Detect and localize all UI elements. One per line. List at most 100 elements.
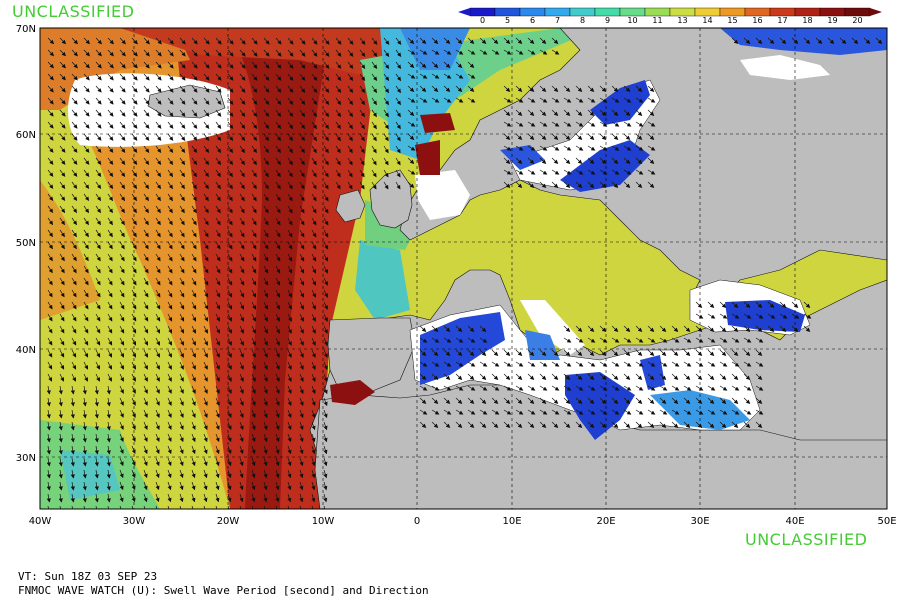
colorbar-legend: 0 5 6 7 8 9 10 11 13 14 15 16 17 18 19 20 xyxy=(458,7,882,25)
swell-arrow xyxy=(83,49,90,57)
swell-arrow xyxy=(599,121,608,127)
swell-arrow xyxy=(347,61,354,69)
swell-arrow xyxy=(227,217,233,226)
swell-arrow xyxy=(155,265,161,274)
swell-arrow xyxy=(503,49,512,55)
swell-arrow xyxy=(167,217,173,226)
swell-arrow xyxy=(131,157,138,165)
swell-arrow xyxy=(323,97,330,106)
swell-arrow xyxy=(215,157,221,166)
swell-arrow xyxy=(119,181,126,190)
swell-arrow xyxy=(803,37,811,45)
swell-arrow xyxy=(635,97,644,103)
swell-arrow xyxy=(47,169,54,177)
swell-arrow xyxy=(59,169,66,177)
swell-arrow xyxy=(563,109,571,117)
swell-arrow xyxy=(251,265,257,274)
swell-arrow xyxy=(239,241,245,250)
colorbar-swatch xyxy=(819,7,846,17)
colorbar-tick-label: 16 xyxy=(752,16,762,25)
swell-arrow xyxy=(263,133,270,142)
swell-arrow xyxy=(155,169,162,178)
swell-arrow xyxy=(323,241,329,250)
swell-arrow xyxy=(191,157,198,166)
swell-arrow xyxy=(287,49,294,57)
swell-arrow xyxy=(383,181,389,190)
swell-arrow xyxy=(107,73,114,81)
swell-arrow xyxy=(155,241,161,250)
swell-arrow xyxy=(575,97,584,103)
swell-arrow xyxy=(155,49,162,57)
swell-arrow xyxy=(539,169,548,175)
swell-arrow xyxy=(191,73,198,81)
swell-arrow xyxy=(575,145,584,151)
swell-arrow xyxy=(143,193,149,202)
swell-arrow xyxy=(71,289,77,298)
swell-arrow xyxy=(347,37,354,45)
swell-arrow xyxy=(155,289,161,298)
swell-arrow xyxy=(287,169,293,178)
swell-arrow xyxy=(287,181,293,190)
swell-arrow xyxy=(203,145,210,154)
swell-arrow xyxy=(275,301,280,310)
swell-arrow xyxy=(83,229,89,238)
swell-arrow xyxy=(299,85,306,93)
swell-arrow xyxy=(227,49,234,57)
swell-arrow xyxy=(611,181,619,189)
ocean-band-darkred-core xyxy=(230,28,330,509)
swell-arrow xyxy=(443,61,451,69)
swell-arrow xyxy=(167,313,173,322)
swell-arrow xyxy=(47,241,53,250)
swell-arrow xyxy=(119,61,126,69)
swell-arrow xyxy=(179,313,185,322)
swell-arrow xyxy=(227,289,233,298)
swell-arrow xyxy=(323,217,329,226)
swell-arrow xyxy=(167,277,173,286)
swell-arrow xyxy=(167,61,174,69)
swell-arrow xyxy=(455,85,463,93)
swell-arrow xyxy=(287,133,293,142)
swell-arrow xyxy=(167,109,174,117)
swell-arrow xyxy=(83,61,90,69)
swell-arrow xyxy=(527,145,536,151)
swell-arrow xyxy=(71,133,78,141)
swell-arrow xyxy=(71,169,78,177)
product-description: FNMOC WAVE WATCH (U): Swell Wave Period … xyxy=(18,584,429,597)
swell-arrow xyxy=(227,85,234,93)
swell-arrow xyxy=(551,85,559,93)
swell-arrow xyxy=(179,253,185,262)
swell-arrow xyxy=(143,73,150,81)
swell-arrow xyxy=(59,157,66,165)
swell-arrow xyxy=(335,97,342,106)
swell-arrow xyxy=(275,121,282,130)
swell-arrow xyxy=(131,229,137,238)
swell-arrow xyxy=(347,85,354,94)
longitude-label: 10W xyxy=(312,516,335,527)
swell-arrow xyxy=(563,157,571,165)
swell-arrow xyxy=(95,289,101,298)
swell-arrow xyxy=(647,121,656,127)
swell-arrow xyxy=(347,133,353,142)
swell-arrow xyxy=(335,49,342,57)
swell-arrow xyxy=(407,121,416,127)
swell-arrow xyxy=(791,37,799,45)
swell-arrow xyxy=(203,217,209,226)
swell-arrow xyxy=(323,145,329,154)
swell-arrow xyxy=(143,61,150,69)
swell-darkred-gibraltar xyxy=(330,380,375,405)
swell-arrow xyxy=(215,121,222,129)
swell-arrow xyxy=(215,313,220,322)
longitude-label: 30W xyxy=(123,516,146,527)
swell-arrow xyxy=(83,133,90,141)
swell-arrow xyxy=(335,157,341,166)
swell-arrow xyxy=(623,85,631,93)
swell-arrow xyxy=(311,97,318,106)
swell-arrow xyxy=(179,85,186,93)
swell-arrow xyxy=(287,37,294,45)
colorbar-tick-label: 11 xyxy=(652,16,662,25)
longitude-label: 50E xyxy=(877,516,896,527)
swell-arrow xyxy=(179,157,186,166)
swell-arrow xyxy=(179,193,185,202)
swell-arrow xyxy=(155,121,162,129)
swell-arrow xyxy=(107,241,113,250)
